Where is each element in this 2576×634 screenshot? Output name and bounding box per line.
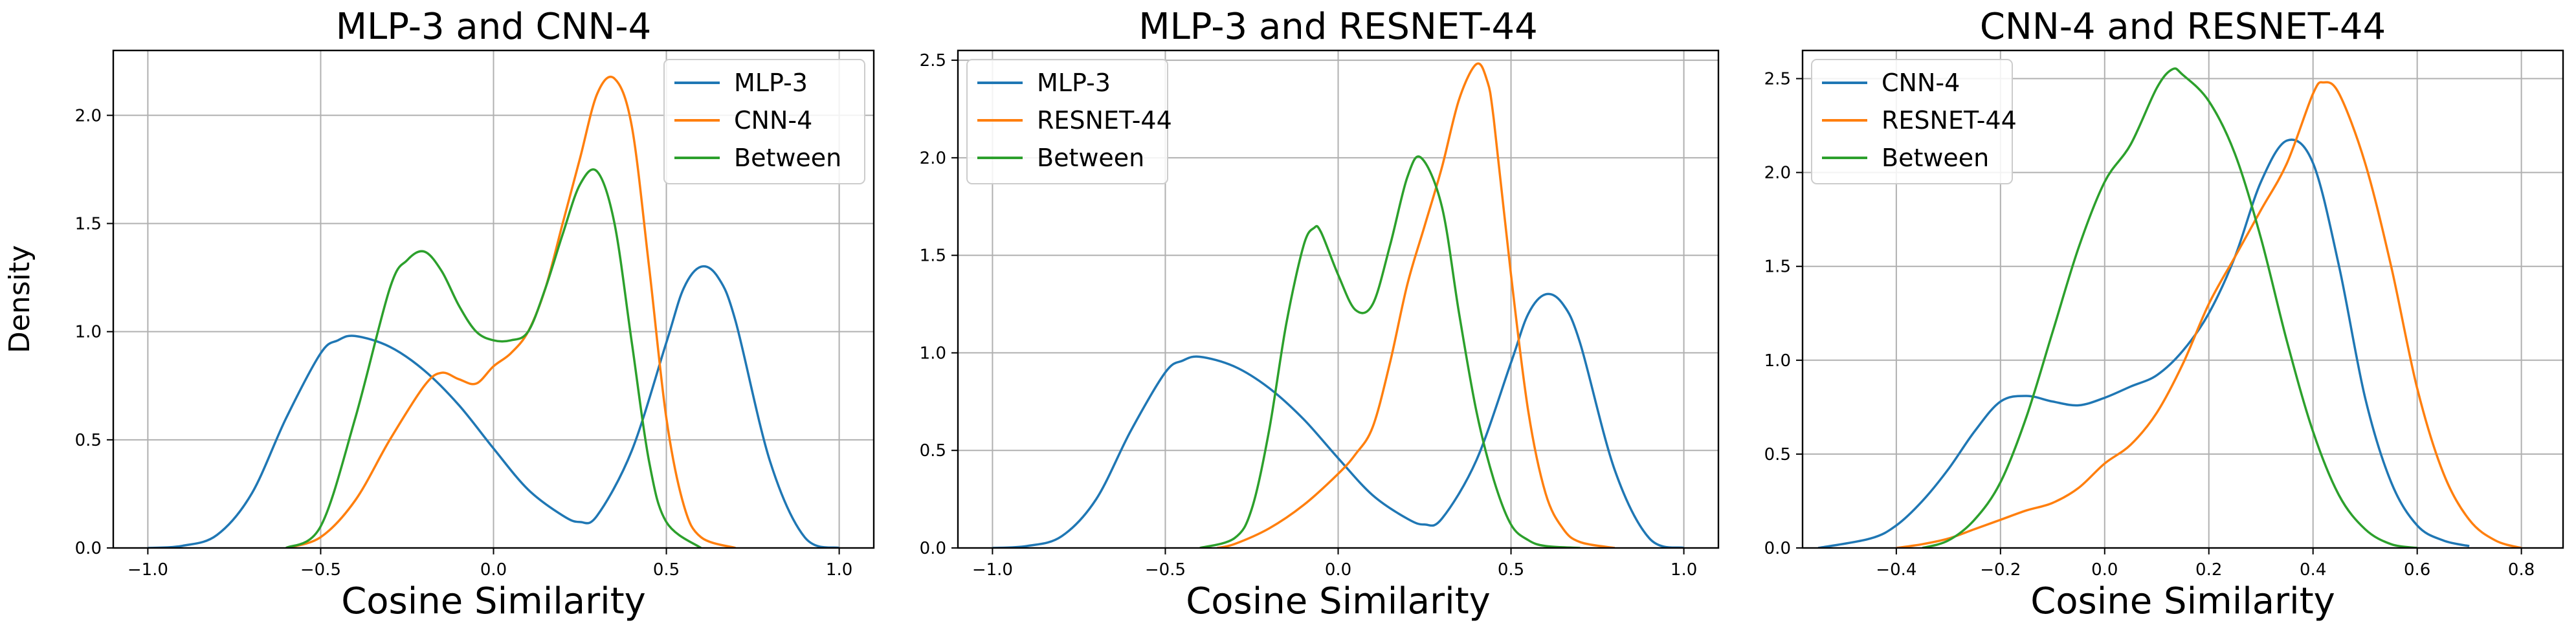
y-axis-label: Density <box>3 245 36 353</box>
x-tick-label: −1.0 <box>128 560 168 580</box>
legend-label: CNN-4 <box>1882 69 1960 97</box>
series-line-mlp-3 <box>992 292 1685 548</box>
x-axis-label: Cosine Similarity <box>341 580 646 622</box>
legend-label: RESNET-44 <box>1882 106 2017 135</box>
y-tick-label: 0.0 <box>920 539 946 558</box>
chart-panel-2: −1.0 −0.5 0.0 0.5 1.0 0.0 0.5 1.0 1.5 2.0 2.5 MLP-3… <box>920 6 1720 622</box>
x-tick-label: −0.2 <box>1980 560 2021 580</box>
legend-label: MLP-3 <box>1037 69 1111 97</box>
legend-label: MLP-3 <box>734 69 808 97</box>
x-tick-label: 1.0 <box>826 560 852 580</box>
x-tick-label: 0.6 <box>2404 560 2430 580</box>
series-line-between <box>1199 155 1581 548</box>
x-axis-label: Cosine Similarity <box>2030 580 2335 622</box>
legend-label: Between <box>1882 144 1989 172</box>
chart-panel-3: −0.4 −0.2 0.0 0.2 0.4 0.6 0.8 0.0 0.5 1.0 1.5 2.0 2.… <box>1764 6 2564 622</box>
chart-title: MLP-3 and CNN-4 <box>336 6 652 48</box>
y-tick-label: 2.5 <box>920 51 946 71</box>
y-tick-label: 0.5 <box>1764 445 1791 465</box>
chart-panel-1: −1.0 −0.5 0.0 0.5 1.0 0.0 0.5 1.0 1.5 2.0 MLP-3 an… <box>3 6 875 622</box>
chart-title: MLP-3 and RESNET-44 <box>1138 6 1538 48</box>
series-group <box>1817 67 2522 548</box>
y-tick-label: 0.0 <box>75 539 102 558</box>
series-line-resnet-44 <box>1217 62 1616 548</box>
legend-label: RESNET-44 <box>1037 106 1172 135</box>
x-tick-label: 0.5 <box>1498 560 1524 580</box>
x-tick-label: −0.5 <box>300 560 341 580</box>
legend-label: Between <box>734 144 841 172</box>
y-tick-label: 0.0 <box>1764 539 1791 558</box>
y-tick-label: 0.5 <box>920 441 946 461</box>
legend-box <box>966 59 1168 184</box>
series-line-between <box>1922 67 2417 548</box>
x-tick-label: 0.8 <box>2508 560 2535 580</box>
chart-title: CNN-4 and RESNET-44 <box>1980 6 2386 48</box>
series-group <box>992 62 1685 548</box>
y-tick-label: 2.5 <box>1764 70 1791 89</box>
x-tick-label: 0.5 <box>653 560 680 580</box>
x-tick-label: 1.0 <box>1671 560 1697 580</box>
legend-box <box>1811 59 2013 184</box>
plot-frame <box>1801 49 2564 549</box>
x-tick-label: 0.0 <box>1325 560 1351 580</box>
x-tick-label: −1.0 <box>972 560 1013 580</box>
series-group <box>148 75 840 548</box>
series-line-between <box>285 168 702 548</box>
legend-label: CNN-4 <box>734 106 812 135</box>
x-tick-label: −0.4 <box>1876 560 1916 580</box>
legend-box <box>663 59 865 184</box>
series-line-cnn-4 <box>285 75 736 548</box>
legend: MLP-3 RESNET-44 Between <box>966 59 1172 184</box>
x-tick-label: 0.2 <box>2195 560 2222 580</box>
y-tick-label: 2.0 <box>1764 164 1791 183</box>
series-line-mlp-3 <box>148 265 840 548</box>
y-tick-label: 1.5 <box>920 246 946 266</box>
legend: MLP-3 CNN-4 Between <box>663 59 865 184</box>
y-tick-label: 2.0 <box>920 149 946 168</box>
x-axis-label: Cosine Similarity <box>1186 580 1491 622</box>
y-tick-label: 1.0 <box>920 344 946 363</box>
y-tick-label: 1.5 <box>1764 257 1791 277</box>
y-tick-label: 2.0 <box>75 106 102 126</box>
y-tick-label: 1.5 <box>75 214 102 234</box>
x-tick-label: 0.4 <box>2300 560 2326 580</box>
series-line-resnet-44 <box>1896 81 2522 548</box>
x-tick-label: −0.5 <box>1145 560 1186 580</box>
x-tick-label: 0.0 <box>480 560 507 580</box>
x-tick-label: 0.0 <box>2091 560 2118 580</box>
legend: CNN-4 RESNET-44 Between <box>1811 59 2017 184</box>
legend-label: Between <box>1037 144 1144 172</box>
y-tick-label: 1.0 <box>1764 351 1791 371</box>
y-tick-label: 1.0 <box>75 323 102 342</box>
series-line-cnn-4 <box>1817 138 2470 548</box>
y-tick-label: 0.5 <box>75 431 102 450</box>
